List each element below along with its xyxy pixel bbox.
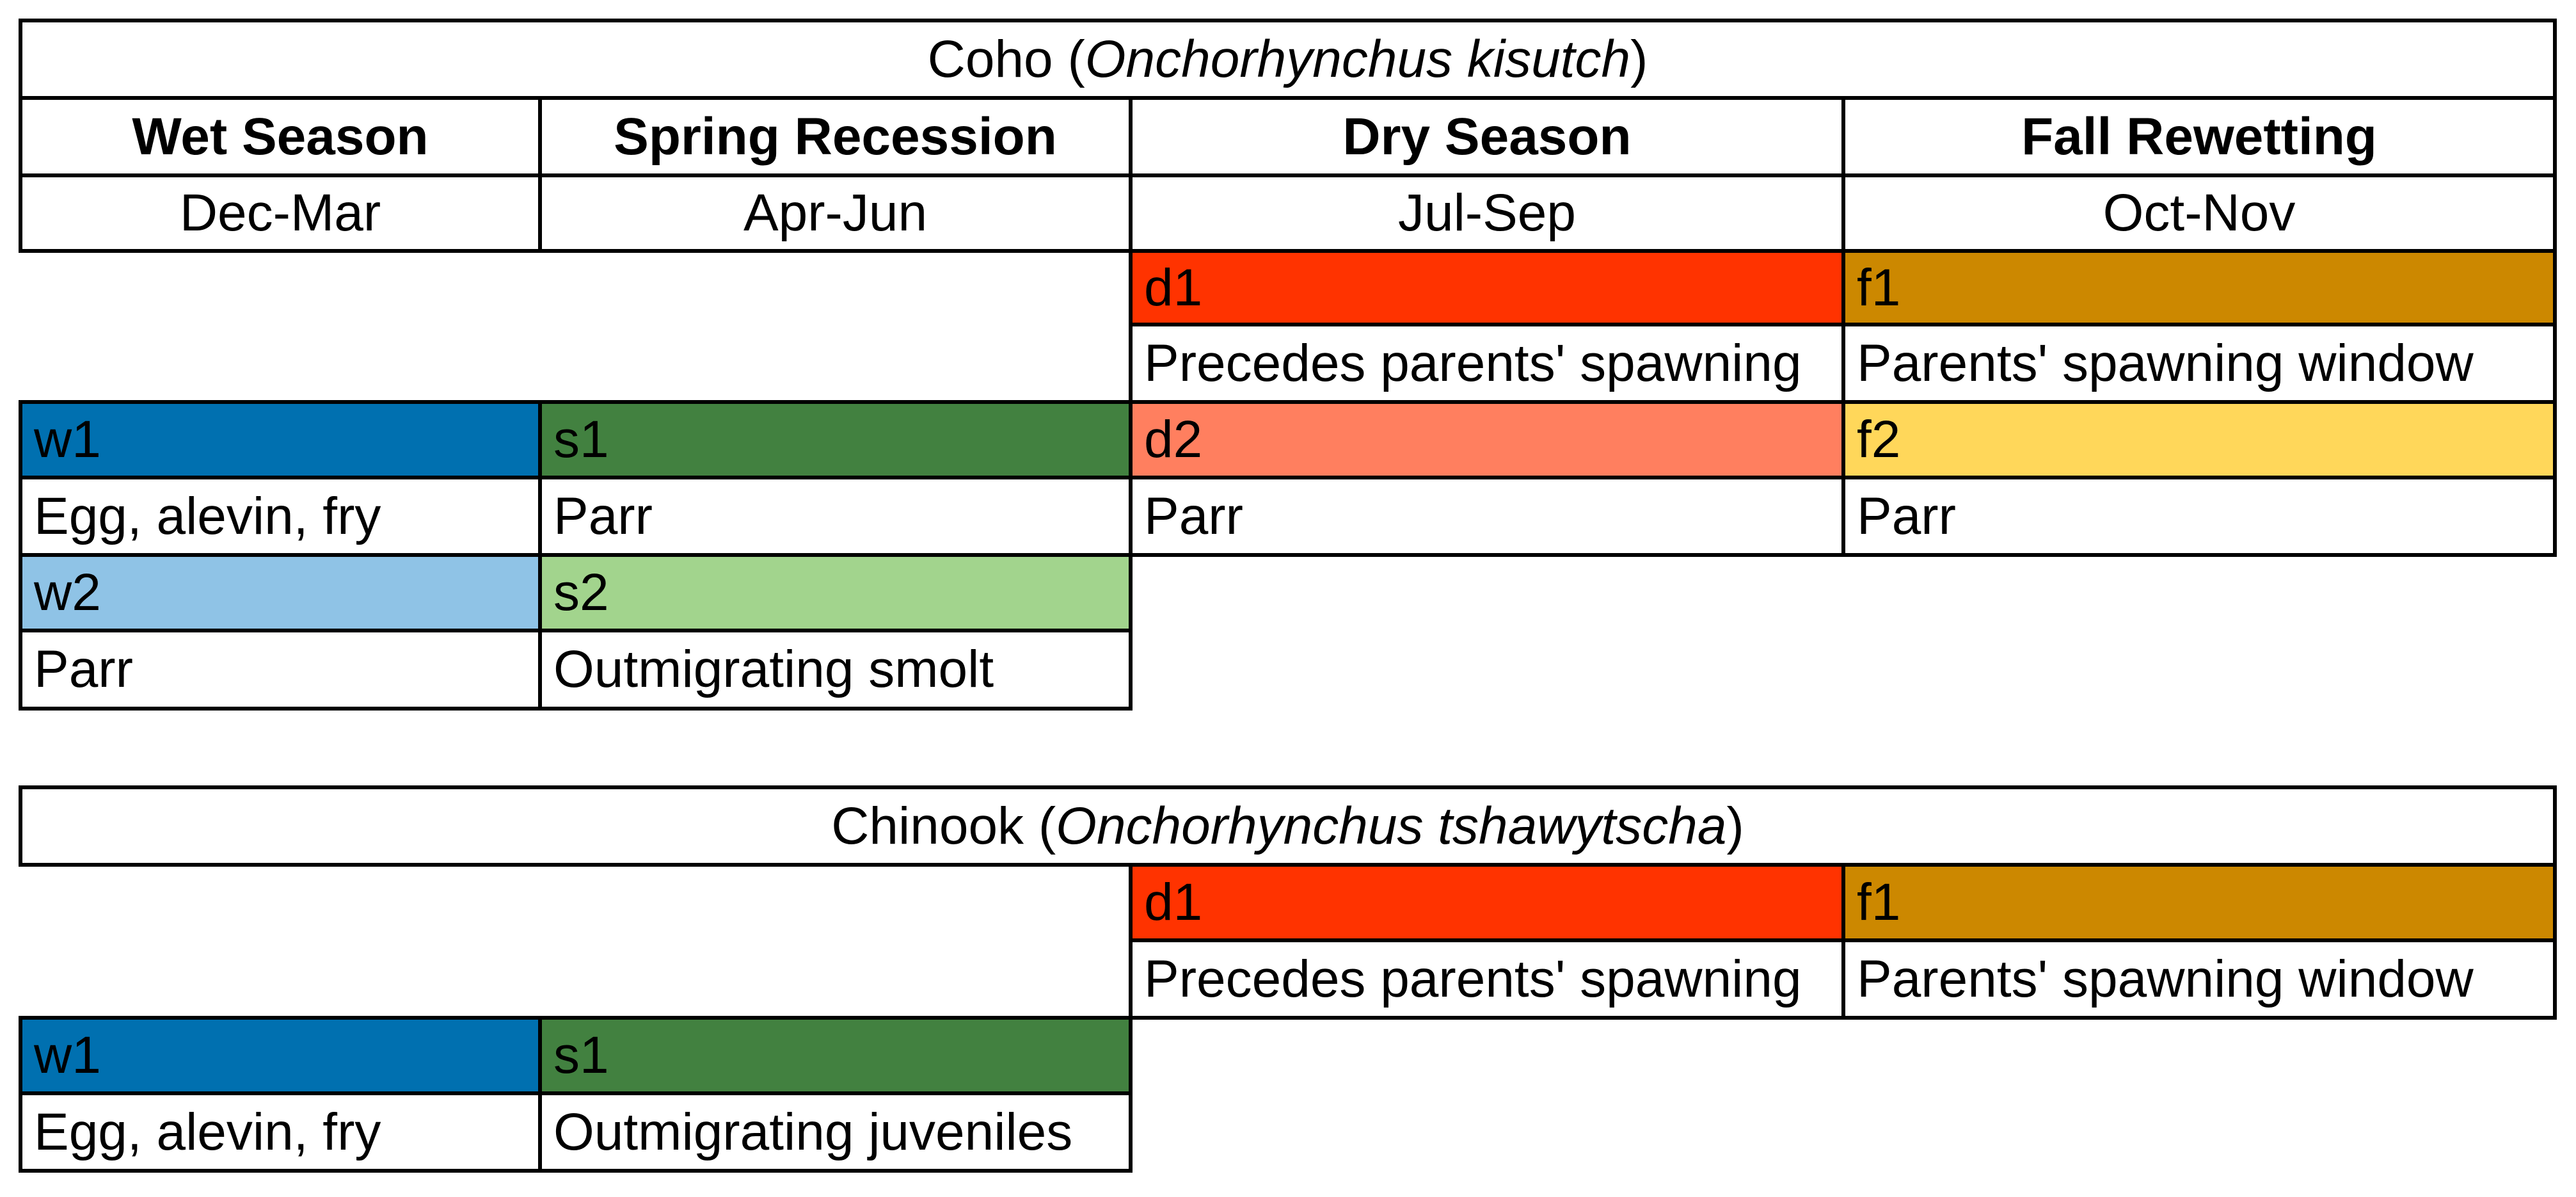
coho-w1-code: w1 <box>19 400 542 479</box>
coho-f1-desc: Parents' spawning window <box>1841 323 2557 404</box>
chinook-latin-name: Onchorhynchus tshawytscha <box>1056 796 1727 855</box>
chinook-d1-desc: Precedes parents' spawning <box>1129 938 1845 1020</box>
coho-s1-code: s1 <box>538 400 1133 479</box>
coho-s2-desc: Outmigrating smolt <box>538 629 1133 711</box>
chinook-f1-code: f1 <box>1841 863 2557 942</box>
coho-months-fall: Oct-Nov <box>1841 173 2557 253</box>
chinook-s1-code: s1 <box>538 1016 1133 1095</box>
chinook-w1-desc: Egg, alevin, fry <box>19 1091 542 1173</box>
coho-latin-name: Onchorhynchus kisutch <box>1085 29 1631 88</box>
coho-d2-desc: Parr <box>1129 476 1845 557</box>
coho-w1-desc: Egg, alevin, fry <box>19 476 542 557</box>
coho-header-dry: Dry Season <box>1129 96 1845 177</box>
chinook-d1-code: d1 <box>1129 863 1845 942</box>
coho-d1-desc: Precedes parents' spawning <box>1129 323 1845 404</box>
coho-s1-desc: Parr <box>538 476 1133 557</box>
chinook-title: Chinook (Onchorhynchus tshawytscha ) <box>19 785 2557 867</box>
coho-d2-code: d2 <box>1129 400 1845 479</box>
chinook-s1-desc: Outmigrating juveniles <box>538 1091 1133 1173</box>
coho-f1-code: f1 <box>1841 249 2557 326</box>
coho-w2-code: w2 <box>19 553 542 632</box>
chinook-f1-desc: Parents' spawning window <box>1841 938 2557 1020</box>
coho-months-wet: Dec-Mar <box>19 173 542 253</box>
coho-d1-code: d1 <box>1129 249 1845 326</box>
coho-header-fall: Fall Rewetting <box>1841 96 2557 177</box>
coho-w2-desc: Parr <box>19 629 542 711</box>
coho-f2-desc: Parr <box>1841 476 2557 557</box>
coho-s2-code: s2 <box>538 553 1133 632</box>
coho-f2-code: f2 <box>1841 400 2557 479</box>
coho-header-spring: Spring Recession <box>538 96 1133 177</box>
coho-months-spring: Apr-Jun <box>538 173 1133 253</box>
coho-months-dry: Jul-Sep <box>1129 173 1845 253</box>
coho-title: Coho (Onchorhynchus kisutch ) <box>19 19 2557 100</box>
chinook-w1-code: w1 <box>19 1016 542 1095</box>
coho-header-wet: Wet Season <box>19 96 542 177</box>
